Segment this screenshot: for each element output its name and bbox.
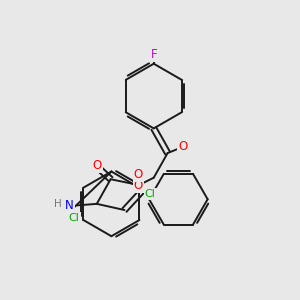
- Text: O: O: [92, 159, 101, 172]
- Text: H: H: [54, 199, 62, 209]
- Text: F: F: [150, 48, 157, 61]
- Text: Cl: Cl: [145, 189, 156, 199]
- Text: O: O: [178, 140, 188, 153]
- Text: O: O: [134, 168, 143, 181]
- Text: O: O: [134, 179, 143, 192]
- Text: N: N: [65, 199, 74, 212]
- Text: Cl: Cl: [69, 214, 80, 224]
